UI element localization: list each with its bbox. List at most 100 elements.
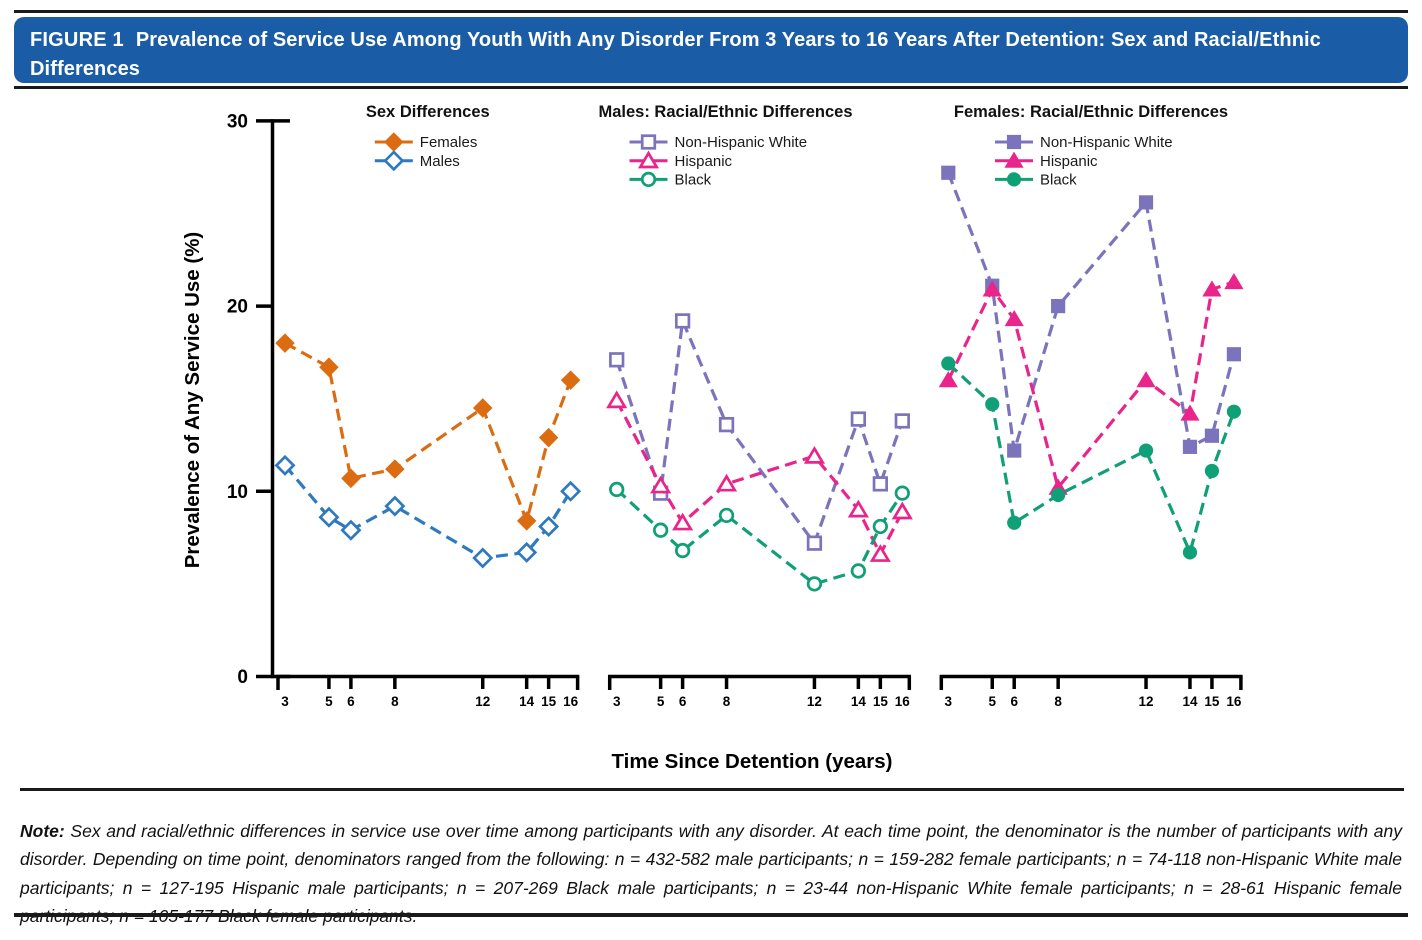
legend-item-non-hispanic-white: Non-Hispanic White xyxy=(995,134,1173,151)
legend-label: Hispanic xyxy=(1040,153,1098,170)
figure-title: Prevalence of Service Use Among Youth Wi… xyxy=(30,29,1321,80)
data-point-square xyxy=(941,165,956,180)
legend-label: Hispanic xyxy=(675,153,733,170)
x-tick-label: 3 xyxy=(613,694,621,709)
data-point-triangle xyxy=(938,371,958,388)
x-tick-label: 12 xyxy=(475,694,490,709)
data-point-square xyxy=(1204,428,1220,443)
data-point-diamond xyxy=(384,495,406,517)
data-point-diamond xyxy=(516,541,538,563)
data-point-diamond xyxy=(560,370,581,390)
data-point-square xyxy=(850,411,867,427)
legend-item-non-hispanic-white: Non-Hispanic White xyxy=(629,134,807,151)
data-point-triangle xyxy=(982,280,1002,297)
x-tick-label: 16 xyxy=(1226,694,1242,709)
data-point-square xyxy=(1007,443,1022,458)
x-axis-panel-2 xyxy=(939,674,1243,690)
data-point-triangle xyxy=(672,512,694,531)
data-point-square xyxy=(1226,347,1242,362)
x-tick-label: 3 xyxy=(281,694,289,709)
data-point-triangle xyxy=(1202,280,1222,297)
data-point-circle xyxy=(718,507,735,524)
data-point-square xyxy=(1051,298,1066,314)
data-point-square xyxy=(718,416,735,433)
panel-title-0: Sex Differences xyxy=(366,103,490,121)
header-divider xyxy=(14,86,1408,89)
data-point-diamond xyxy=(340,519,362,541)
panel-title-1: Males: Racial/Ethnic Differences xyxy=(598,103,852,121)
legend-square-icon xyxy=(640,134,657,150)
panel-title-2: Females: Racial/Ethnic Differences xyxy=(954,103,1228,121)
figure-header-bar: FIGURE 1 Prevalence of Service Use Among … xyxy=(14,17,1408,83)
x-axis-panel-0 xyxy=(276,674,580,690)
data-point-triangle xyxy=(847,499,869,518)
x-tick-label: 5 xyxy=(988,694,996,709)
legend-triangle-icon xyxy=(1004,151,1024,168)
legend-item-hispanic: Hispanic xyxy=(629,150,733,170)
legend-label: Black xyxy=(675,172,712,189)
series-hispanic-panel-1 xyxy=(606,390,913,562)
x-tick-label: 15 xyxy=(873,694,889,709)
data-point-circle xyxy=(806,576,823,592)
legend-label: Non-Hispanic White xyxy=(1040,134,1173,151)
data-point-square xyxy=(872,476,888,492)
legend-diamond-icon xyxy=(384,132,404,152)
data-point-diamond xyxy=(319,357,339,377)
data-point-diamond xyxy=(385,459,405,479)
data-point-circle xyxy=(652,522,669,538)
x-tick-label: 14 xyxy=(1182,694,1198,709)
legend-triangle-icon xyxy=(637,150,660,169)
data-point-circle xyxy=(1007,515,1022,530)
data-point-circle xyxy=(894,485,910,501)
x-axis-title: Time Since Detention (years) xyxy=(611,750,892,773)
series-hispanic-panel-2 xyxy=(938,272,1244,495)
x-tick-label: 14 xyxy=(519,694,535,709)
data-point-square xyxy=(609,352,625,368)
legend-circle-icon xyxy=(640,171,657,188)
x-tick-label: 12 xyxy=(1139,694,1154,709)
x-tick-label: 6 xyxy=(347,694,355,709)
series-line xyxy=(284,341,573,527)
data-point-triangle xyxy=(1136,371,1156,388)
data-point-circle xyxy=(1051,487,1066,503)
data-point-triangle xyxy=(715,473,738,492)
series-females-panel-0 xyxy=(275,333,581,531)
data-point-diamond xyxy=(472,547,494,569)
y-tick-label: 30 xyxy=(227,111,248,132)
data-point-square xyxy=(806,535,823,551)
data-point-triangle xyxy=(803,445,826,464)
y-tick-label: 0 xyxy=(237,667,248,688)
data-point-triangle xyxy=(891,501,913,520)
data-point-circle xyxy=(850,563,867,579)
data-point-square xyxy=(894,413,910,429)
x-tick-label: 5 xyxy=(657,694,665,709)
legend-label: Females xyxy=(420,134,478,151)
x-tick-label: 6 xyxy=(679,694,687,709)
data-point-circle xyxy=(1226,404,1242,419)
legend-diamond-icon xyxy=(383,150,405,172)
data-point-circle xyxy=(609,481,625,498)
series-group xyxy=(274,165,1244,592)
data-point-triangle xyxy=(1180,404,1200,421)
legend-label: Males xyxy=(420,153,460,170)
data-point-diamond xyxy=(274,454,296,476)
series-line xyxy=(947,362,1236,558)
data-point-square xyxy=(674,313,691,329)
x-tick-label: 15 xyxy=(1204,694,1220,709)
data-point-diamond xyxy=(472,398,493,418)
data-point-circle xyxy=(674,542,691,559)
data-point-square xyxy=(1138,195,1154,210)
data-point-diamond xyxy=(341,468,361,489)
note-label: Note: xyxy=(20,820,65,841)
data-point-diamond xyxy=(275,333,295,353)
series-line xyxy=(946,280,1235,492)
x-tick-label: 5 xyxy=(325,694,333,709)
x-tick-label: 12 xyxy=(807,694,822,709)
panel-headers-group: Sex Differences Females Males Males: Racial… xyxy=(366,103,1228,189)
data-point-diamond xyxy=(538,515,560,537)
y-axis-title: Prevalence of Any Service Use (%) xyxy=(181,232,204,569)
data-point-square xyxy=(1182,439,1198,454)
y-tick-label: 20 xyxy=(227,297,248,318)
